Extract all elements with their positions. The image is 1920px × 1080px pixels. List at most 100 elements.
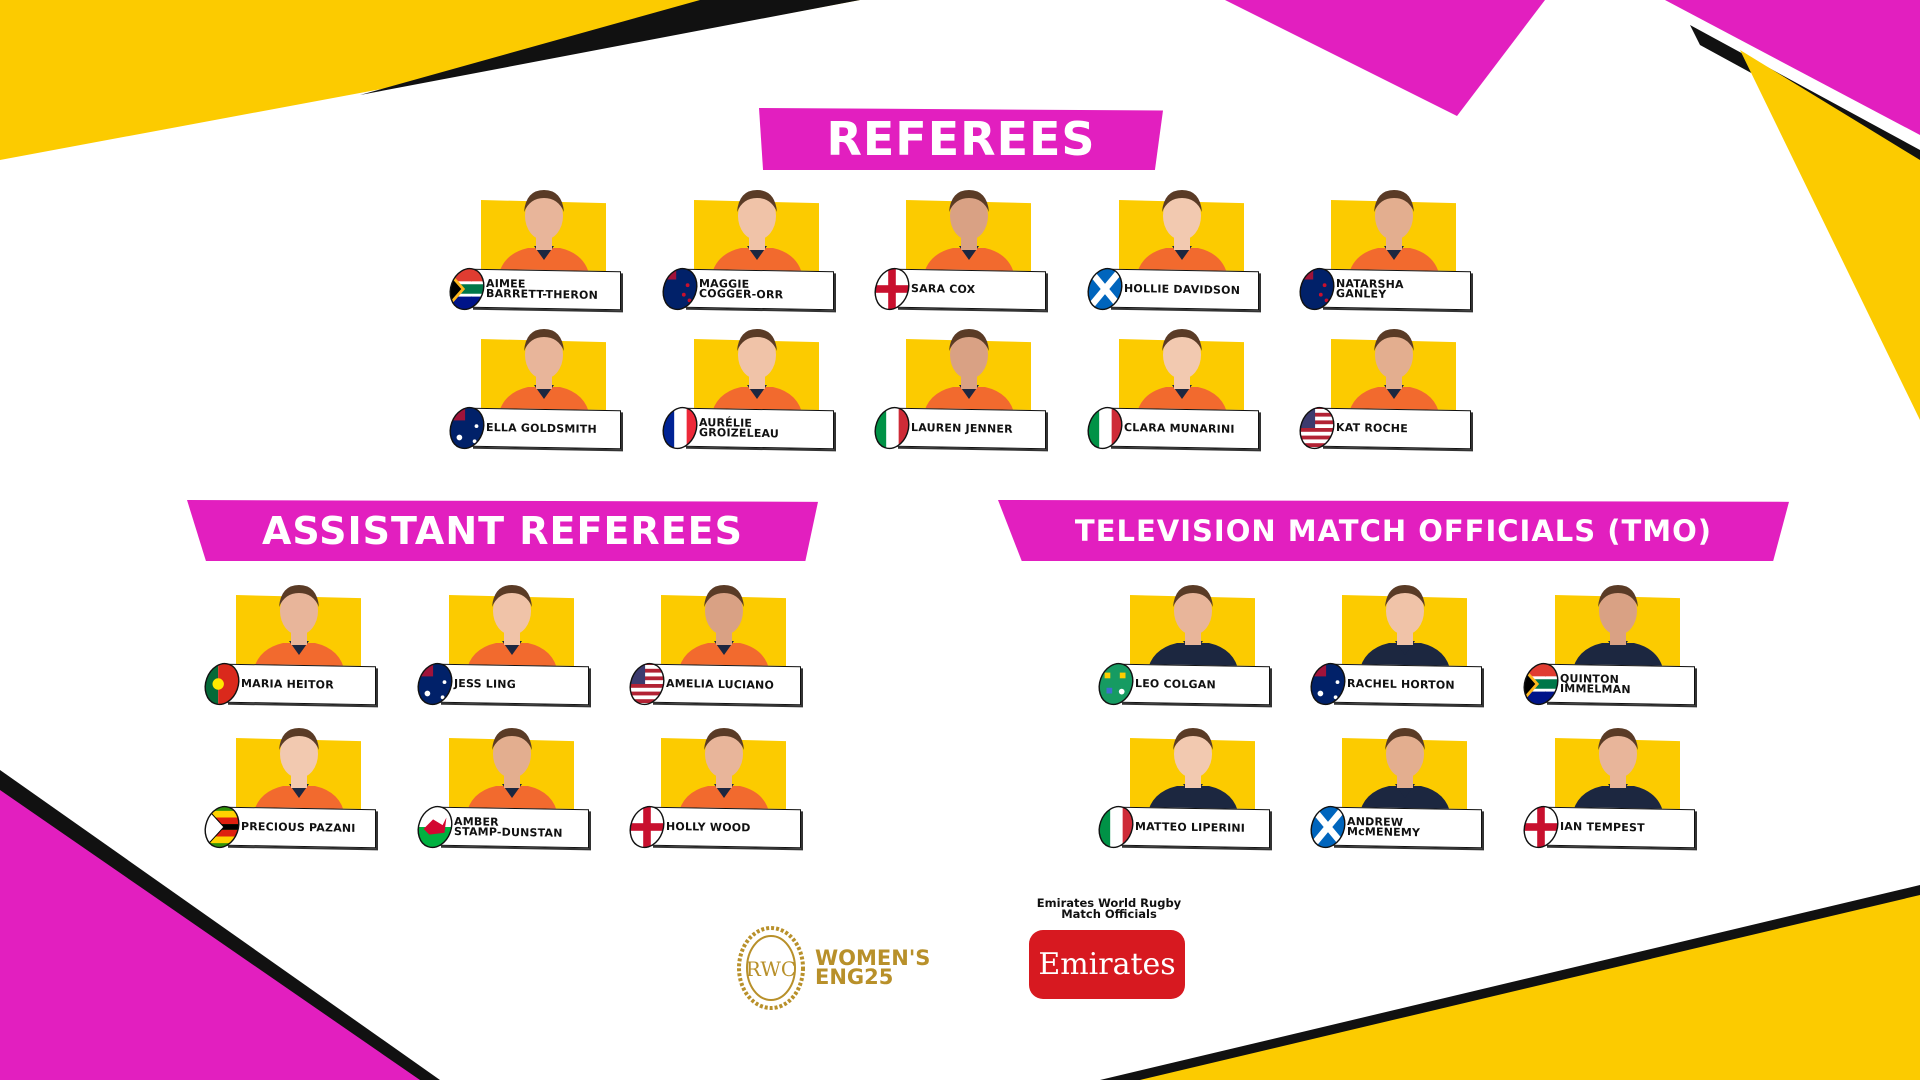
official-name-line1: LAUREN JENNER xyxy=(911,420,1013,436)
official-name-line1: ELLA GOLDSMITH xyxy=(486,420,597,436)
official-photo xyxy=(1136,329,1228,417)
official-name-line1: LEO COLGAN xyxy=(1135,676,1216,691)
name-label: PRECIOUS PAZANI xyxy=(226,806,376,849)
name-label: IAN TEMPEST xyxy=(1545,806,1695,849)
official-photo xyxy=(1136,190,1228,278)
official-photo xyxy=(678,728,770,816)
assistant-referee-card: MARIA HEITOR xyxy=(203,579,383,719)
referee-card: MAGGIE COGGER-ORR xyxy=(661,184,841,324)
sponsor-caption-line2: Match Officials xyxy=(1061,907,1157,921)
official-photo xyxy=(498,190,590,278)
official-name-line1: AMELIA LUCIANO xyxy=(666,676,775,692)
official-name-line2: GANLEY xyxy=(1336,286,1387,301)
emirates-logo-text: Emirates xyxy=(1038,947,1176,982)
zimbabwe-flag-icon xyxy=(203,804,241,850)
official-photo xyxy=(253,585,345,673)
referees-heading: REFEREES xyxy=(759,108,1163,170)
sponsor-caption-line1: Emirates World Rugby xyxy=(1036,896,1182,910)
name-label: ELLA GOLDSMITH xyxy=(471,407,621,450)
official-photo xyxy=(923,190,1015,278)
england-flag-icon xyxy=(628,804,666,850)
england-flag-icon xyxy=(873,266,911,312)
official-name-line1: JESS LING xyxy=(454,676,516,691)
south-africa-flag-icon xyxy=(448,266,486,312)
name-label: AURÉLIE GROIZELEAU xyxy=(684,407,834,450)
australia-flag-icon xyxy=(416,661,454,707)
name-label: QUINTON IMMELMAN xyxy=(1545,663,1695,706)
official-name-line2: COGGER-ORR xyxy=(699,286,784,301)
official-name-line2: IMMELMAN xyxy=(1560,681,1631,696)
australia-flag-icon xyxy=(1309,661,1347,707)
tmo-official-card: IAN TEMPEST xyxy=(1522,722,1702,862)
tmo-heading: TELEVISION MATCH OFFICIALS (TMO) xyxy=(998,500,1789,561)
official-name-line2: GROIZELEAU xyxy=(699,425,780,440)
assistant-referee-card: AMELIA LUCIANO xyxy=(628,579,808,719)
official-name-line1: RACHEL HORTON xyxy=(1347,676,1455,692)
assistant-referees-title: ASSISTANT REFEREES xyxy=(262,508,743,553)
name-label: ANDREW McMENEMY xyxy=(1332,806,1482,849)
name-label: JESS LING xyxy=(439,663,589,706)
official-photo xyxy=(1572,585,1664,673)
usa-flag-icon xyxy=(628,661,666,707)
official-name-line2: McMENEMY xyxy=(1347,824,1421,839)
sponsor-caption: Emirates World Rugby Match Officials xyxy=(1009,896,1209,921)
official-photo xyxy=(466,585,558,673)
official-photo xyxy=(678,585,770,673)
official-photo xyxy=(923,329,1015,417)
referee-card: HOLLIE DAVIDSON xyxy=(1086,184,1266,324)
official-name-line1: SARA COX xyxy=(911,281,976,296)
official-photo xyxy=(1572,728,1664,816)
official-photo xyxy=(1348,329,1440,417)
referee-card: ELLA GOLDSMITH xyxy=(448,323,628,463)
referees-title: REFEREES xyxy=(826,112,1096,166)
referee-card: AURÉLIE GROIZELEAU xyxy=(661,323,841,463)
new-zealand-flag-icon xyxy=(1298,266,1336,312)
name-label: HOLLY WOOD xyxy=(651,806,801,849)
official-name-line1: KAT ROCHE xyxy=(1336,420,1408,435)
official-photo xyxy=(1359,585,1451,673)
official-photo xyxy=(1359,728,1451,816)
referee-card: NATARSHA GANLEY xyxy=(1298,184,1478,324)
official-name-line1: HOLLY WOOD xyxy=(666,819,751,834)
name-label: LAUREN JENNER xyxy=(896,407,1046,450)
ireland-flag-icon xyxy=(1097,661,1135,707)
official-name-line2: STAMP-DUNSTAN xyxy=(454,824,563,840)
referee-card: CLARA MUNARINI xyxy=(1086,323,1266,463)
official-name-line1: IAN TEMPEST xyxy=(1560,819,1645,834)
new-zealand-flag-icon xyxy=(661,266,699,312)
official-photo xyxy=(711,329,803,417)
tmo-title: TELEVISION MATCH OFFICIALS (TMO) xyxy=(1074,513,1713,548)
official-name-line1: MATTEO LIPERINI xyxy=(1135,819,1246,835)
name-label: MARIA HEITOR xyxy=(226,663,376,706)
name-label: RACHEL HORTON xyxy=(1332,663,1482,706)
wales-flag-icon xyxy=(416,804,454,850)
official-photo xyxy=(498,329,590,417)
italy-flag-icon xyxy=(1086,405,1124,451)
italy-flag-icon xyxy=(873,405,911,451)
assistant-referee-card: AMBER STAMP-DUNSTAN xyxy=(416,722,596,862)
name-label: NATARSHA GANLEY xyxy=(1321,268,1471,311)
assistant-referees-heading: ASSISTANT REFEREES xyxy=(187,500,818,561)
svg-text:RWC: RWC xyxy=(746,957,796,981)
official-photo xyxy=(466,728,558,816)
official-name-line1: MARIA HEITOR xyxy=(241,676,334,692)
tmo-official-card: LEO COLGAN xyxy=(1097,579,1277,719)
scotland-flag-icon xyxy=(1086,266,1124,312)
tmo-official-card: QUINTON IMMELMAN xyxy=(1522,579,1702,719)
assistant-referee-card: HOLLY WOOD xyxy=(628,722,808,862)
assistant-referee-card: PRECIOUS PAZANI xyxy=(203,722,383,862)
name-label: HOLLIE DAVIDSON xyxy=(1109,268,1259,311)
name-label: AMELIA LUCIANO xyxy=(651,663,801,706)
name-label: SARA COX xyxy=(896,268,1046,311)
tmo-official-card: MATTEO LIPERINI xyxy=(1097,722,1277,862)
name-label: MAGGIE COGGER-ORR xyxy=(684,268,834,311)
scotland-flag-icon xyxy=(1309,804,1347,850)
name-label: LEO COLGAN xyxy=(1120,663,1270,706)
rwc-womens-eng25-logo: RWC WOMEN'S ENG25 xyxy=(735,924,945,1012)
referee-card: AIMEE BARRETT-THERON xyxy=(448,184,628,324)
name-label: MATTEO LIPERINI xyxy=(1120,806,1270,849)
name-label: AMBER STAMP-DUNSTAN xyxy=(439,806,589,849)
official-name-line1: PRECIOUS PAZANI xyxy=(241,819,356,835)
official-photo xyxy=(1147,585,1239,673)
